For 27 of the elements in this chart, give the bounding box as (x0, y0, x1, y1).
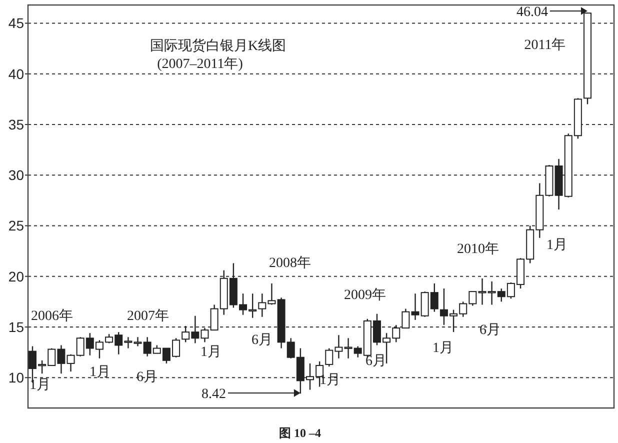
annotation: 1月 (90, 365, 110, 380)
y-tick-label: 40 (8, 66, 24, 82)
annotation: 2007年 (127, 308, 169, 324)
y-tick-label: 20 (8, 268, 24, 284)
annotation: 8.42 (202, 387, 226, 402)
text: (2007–2011年) (157, 56, 244, 72)
annotation: 1月 (546, 238, 568, 253)
annotation: 6月 (480, 323, 500, 338)
annotation: 1月 (432, 341, 454, 356)
annotation: 2010年 (457, 241, 499, 257)
annotation: 1月 (200, 345, 222, 360)
annotation: 2008年 (269, 255, 311, 271)
y-tick-label: 35 (8, 116, 24, 132)
annotation: 46.04 (516, 5, 548, 20)
annotation: 6月 (252, 333, 272, 348)
annotation: 2009年 (344, 287, 386, 303)
y-tick-label: 30 (8, 167, 24, 184)
y-tick-label: 25 (8, 218, 24, 234)
caption: 图 10 –4 (279, 426, 321, 440)
y-tick-label: 45 (8, 15, 24, 32)
annotation: 2006年 (31, 308, 73, 324)
y-tick-label: 10 (8, 370, 24, 386)
text: 国际现货白银月K线图 (150, 38, 286, 54)
annotation: 2011年 (524, 37, 566, 53)
annotation: 6月 (136, 370, 158, 385)
annotation: 6月 (366, 354, 386, 369)
y-tick-label: 15 (8, 318, 24, 335)
